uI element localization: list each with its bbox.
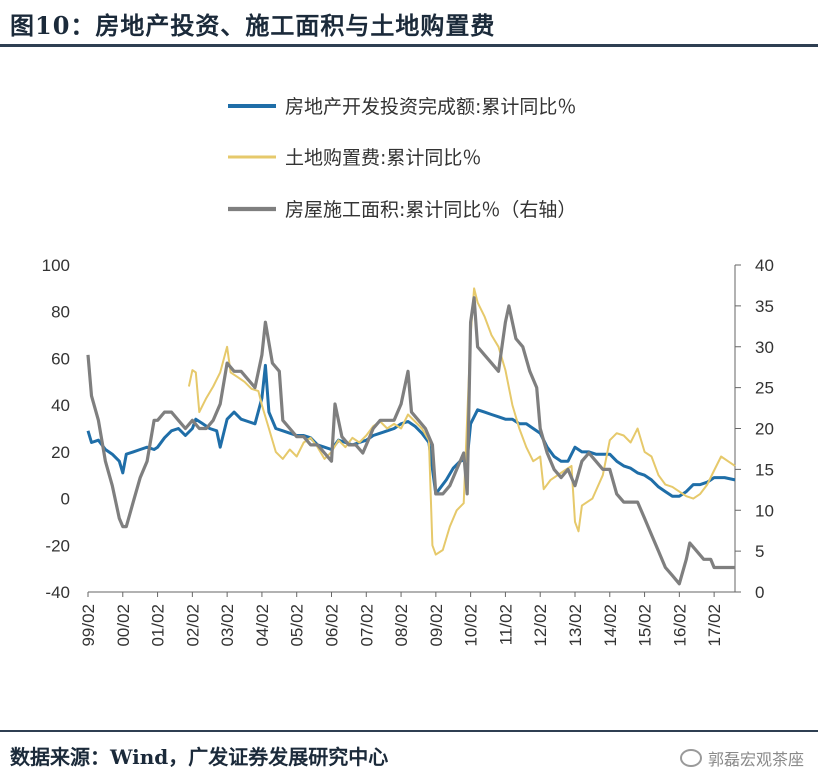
series-line-3: [86, 296, 735, 586]
right-tick-label: 10: [755, 501, 774, 520]
right-tick-label: 25: [755, 379, 774, 398]
right-tick-label: 40: [755, 256, 774, 275]
right-tick-label: 0: [755, 583, 764, 602]
legend-label-2: 土地购置费:累计同比％: [285, 147, 481, 169]
left-tick-label: -40: [45, 583, 70, 602]
legend: 房地产开发投资完成额:累计同比％ 土地购置费:累计同比％ 房屋施工面积:累计同比％（…: [228, 96, 576, 221]
right-tick-label: 30: [755, 338, 774, 357]
x-tick-label: 13/02: [566, 604, 585, 647]
left-tick-label: 40: [51, 396, 70, 415]
right-tick-label: 35: [755, 297, 774, 316]
x-tick-label: 07/02: [357, 604, 376, 647]
source-note: 数据来源：Wind，广发证券发展研究中心: [10, 745, 389, 769]
x-tick-label: 14/02: [601, 604, 620, 647]
legend-label-1: 房地产开发投资完成额:累计同比％: [285, 96, 576, 118]
series-lines: [86, 287, 736, 586]
x-tick-label: 12/02: [531, 604, 550, 647]
chart: 房地产开发投资完成额:累计同比％ 土地购置费:累计同比％ 房屋施工面积:累计同比％（…: [42, 96, 774, 647]
x-tick-label: 05/02: [288, 604, 307, 647]
x-tick-label: 17/02: [705, 604, 724, 647]
x-tick-label: 03/02: [218, 604, 237, 647]
right-tick-label: 15: [755, 460, 774, 479]
left-tick-label: 80: [51, 303, 70, 322]
legend-label-3: 房屋施工面积:累计同比％（右轴）: [285, 199, 576, 221]
x-tick-label: 99/02: [79, 604, 98, 647]
series-line-2: [187, 287, 736, 556]
right-tick-label: 20: [755, 420, 774, 439]
figure-title: 图10：房地产投资、施工面积与土地购置费: [10, 11, 496, 40]
left-tick-label: 20: [51, 443, 70, 462]
wechat-icon: [679, 749, 702, 767]
watermark: 郭磊宏观茶座: [679, 746, 804, 770]
left-tick-label: -20: [45, 536, 70, 555]
left-tick-label: 100: [42, 256, 70, 275]
watermark-text: 郭磊宏观茶座: [707, 750, 804, 769]
x-tick-label: 04/02: [253, 604, 272, 647]
x-tick-label: 15/02: [636, 604, 655, 647]
x-tick-label: 10/02: [462, 604, 481, 647]
footer-rule: [0, 730, 818, 732]
x-tick-label: 06/02: [322, 604, 341, 647]
x-tick-label: 00/02: [114, 604, 133, 647]
x-tick-label: 02/02: [183, 604, 202, 647]
right-tick-label: 5: [755, 542, 764, 561]
x-tick-label: 09/02: [427, 604, 446, 647]
x-tick-label: 01/02: [149, 604, 168, 647]
title-rule: [0, 44, 818, 47]
axes: 100 80 60 40 20 0 -20 -40 40 35 30 25 20 15 10 5 0 99/02 0…: [42, 256, 774, 647]
x-tick-label: 16/02: [670, 604, 689, 647]
left-tick-label: 60: [51, 349, 70, 368]
x-tick-label: 08/02: [392, 604, 411, 647]
left-tick-label: 0: [61, 490, 70, 509]
x-tick-label: 11/02: [496, 604, 515, 645]
